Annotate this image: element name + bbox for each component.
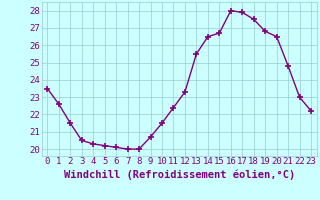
X-axis label: Windchill (Refroidissement éolien,°C): Windchill (Refroidissement éolien,°C): [64, 169, 295, 180]
